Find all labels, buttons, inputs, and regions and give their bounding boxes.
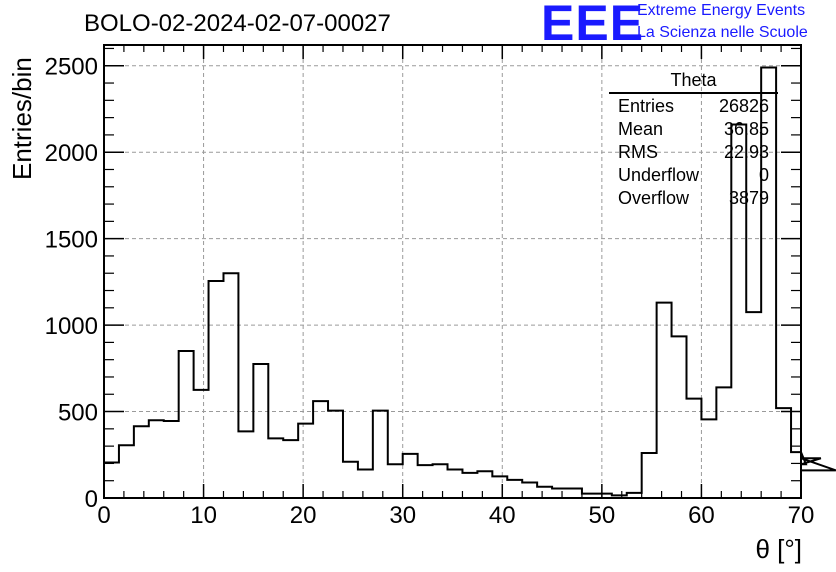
- x-tick-label: 30: [389, 502, 416, 529]
- axis-ticks: [103, 45, 802, 499]
- stats-label: Entries: [618, 96, 675, 116]
- x-tick-label: 50: [589, 502, 616, 529]
- y-tick-label: 0: [85, 486, 98, 513]
- stats-label: Mean: [618, 119, 664, 139]
- plot-frame: [103, 44, 802, 499]
- x-tick-label: 10: [190, 502, 217, 529]
- stats-value: 36.85: [723, 119, 769, 139]
- histogram-series: [103, 66, 836, 498]
- stats-value: 3879: [728, 188, 769, 208]
- stats-label: Underflow: [618, 165, 700, 185]
- tick-labels: 0 10 20 30 40 50 60 70 0 500 1000 1500 2000 2500: [45, 54, 815, 529]
- grid-lines: [104, 45, 801, 498]
- x-tick-label: 20: [290, 502, 317, 529]
- stats-value: 26826: [718, 96, 769, 116]
- y-tick-label: 2500: [45, 54, 98, 81]
- stats-value: 22.93: [723, 142, 769, 162]
- x-tick-label: 40: [489, 502, 516, 529]
- stats-box-title: Theta: [609, 70, 778, 94]
- x-axis-label: θ [°]: [755, 534, 802, 564]
- histogram-title: BOLO-02-2024-02-07-00027: [84, 10, 391, 37]
- stats-row-underflow: Underflow 0: [609, 165, 778, 188]
- x-tick-label: 0: [97, 502, 110, 529]
- stats-label: Overflow: [618, 188, 690, 208]
- org-name-line1: Extreme Energy Events: [637, 2, 806, 19]
- stats-label: RMS: [618, 142, 658, 162]
- x-tick-label: 60: [688, 502, 715, 529]
- y-tick-label: 2000: [45, 140, 98, 167]
- stats-row-entries: Entries 26826: [609, 96, 778, 119]
- y-tick-label: 1000: [45, 313, 98, 340]
- eee-logo: EEE: [541, 0, 645, 51]
- y-axis-label: Entries/bin: [7, 57, 37, 180]
- stats-box: Theta Entries 26826 Mean 36.85 RMS 22.93…: [609, 70, 778, 211]
- org-name-line2: La Scienza nelle Scuole: [637, 24, 808, 41]
- stats-row-overflow: Overflow 3879: [609, 188, 778, 211]
- y-tick-label: 500: [58, 400, 98, 427]
- stats-row-mean: Mean 36.85: [609, 119, 778, 142]
- y-tick-label: 1500: [45, 227, 98, 254]
- x-tick-label: 70: [788, 502, 815, 529]
- stats-row-rms: RMS 22.93: [609, 142, 778, 165]
- stats-value: 0: [758, 165, 769, 185]
